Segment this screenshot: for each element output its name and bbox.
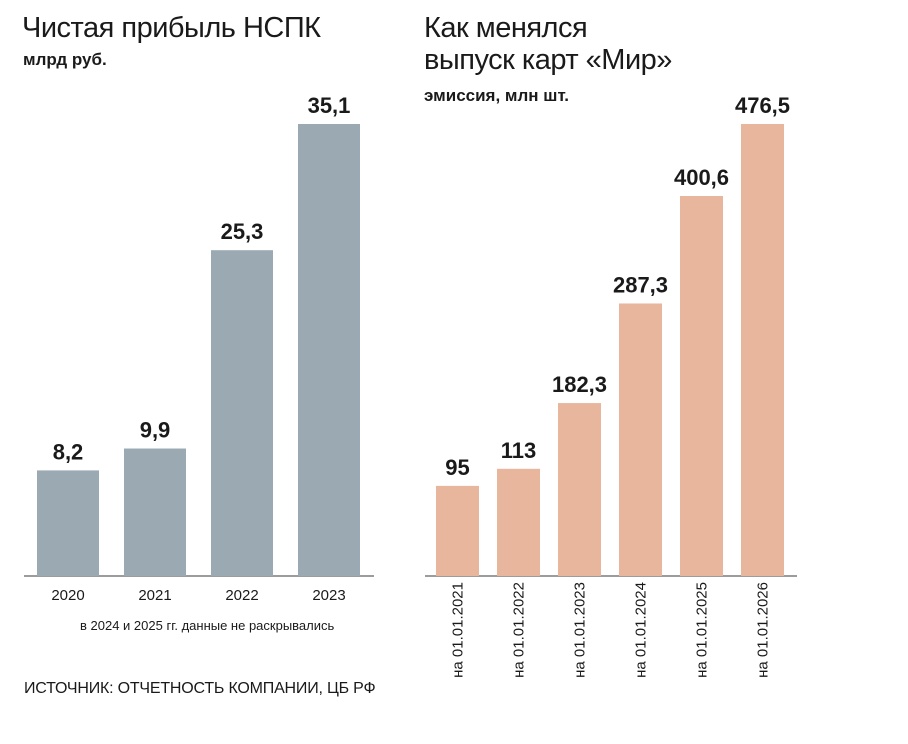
value-label-left-1: 9,9: [140, 418, 171, 443]
bar-left-3: [298, 124, 360, 576]
right-chart-title-line-1: Как менялся: [424, 12, 588, 44]
category-label-left-2: 2022: [225, 587, 258, 604]
left-chart-note: в 2024 и 2025 гг. данные не раскрывались: [80, 618, 335, 633]
right-chart-subtitle: эмиссия, млн шт.: [424, 86, 570, 105]
right-chart-bars: 95 на 01.01.2021 113 на 01.01.2022 182,3 на 0…: [436, 93, 790, 678]
category-label-right-0: на 01.01.2021: [450, 582, 467, 678]
value-label-right-3: 287,3: [613, 272, 668, 297]
category-label-right-3: на 01.01.2024: [633, 582, 650, 678]
bar-left-1: [124, 448, 186, 576]
category-label-left-0: 2020: [51, 587, 84, 604]
value-label-right-1: 113: [501, 438, 537, 463]
category-label-right-2: на 01.01.2023: [572, 582, 589, 678]
category-label-right-5: на 01.01.2026: [755, 582, 772, 678]
left-chart-title: Чистая прибыль НСПК: [22, 12, 321, 44]
value-label-right-2: 182,3: [552, 372, 607, 397]
value-label-left-3: 35,1: [308, 93, 351, 118]
left-chart-subtitle: млрд руб.: [23, 50, 107, 69]
value-label-left-2: 25,3: [221, 219, 264, 244]
category-label-left-3: 2023: [312, 587, 345, 604]
left-chart-bars: 8,2 2020 9,9 2021 25,3 2022 35,1 2023: [37, 93, 360, 604]
value-label-left-0: 8,2: [53, 439, 84, 464]
bar-right-4: [680, 195, 723, 576]
category-label-right-1: на 01.01.2022: [511, 582, 528, 678]
source-text: ИСТОЧНИК: ОТЧЕТНОСТЬ КОМПАНИИ, ЦБ РФ: [24, 680, 376, 697]
bar-right-5: [741, 124, 784, 576]
bar-right-2: [558, 403, 601, 576]
value-label-right-5: 476,5: [735, 93, 790, 118]
value-label-right-0: 95: [445, 455, 469, 480]
bar-right-0: [436, 485, 479, 576]
category-label-left-1: 2021: [138, 587, 171, 604]
right-chart-title-line-2: выпуск карт «Мир»: [424, 44, 672, 76]
bar-left-0: [37, 470, 99, 576]
value-label-right-4: 400,6: [674, 165, 729, 190]
bar-left-2: [211, 250, 273, 576]
category-label-right-4: на 01.01.2025: [694, 582, 711, 678]
bar-right-3: [619, 303, 662, 576]
bar-right-1: [497, 468, 540, 576]
